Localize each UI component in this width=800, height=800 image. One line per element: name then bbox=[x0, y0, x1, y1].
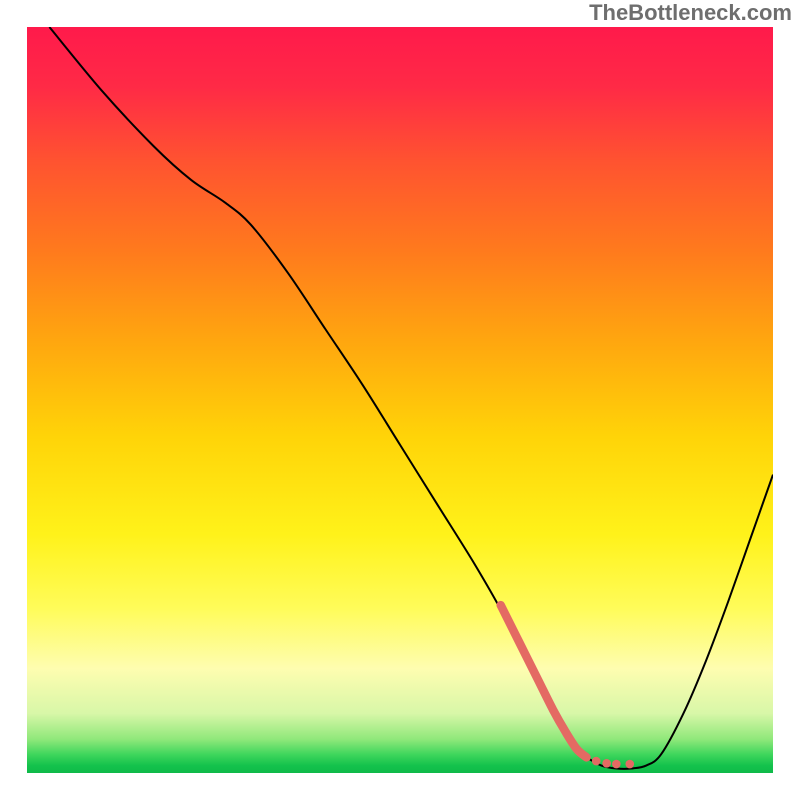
highlight-dot bbox=[602, 759, 611, 768]
highlight-dot bbox=[592, 757, 601, 766]
highlight-dot bbox=[612, 760, 621, 769]
chart-container: TheBottleneck.com bbox=[0, 0, 800, 800]
highlight-dot bbox=[625, 760, 634, 769]
gradient-background bbox=[27, 27, 773, 773]
bottleneck-chart-svg bbox=[0, 0, 800, 800]
